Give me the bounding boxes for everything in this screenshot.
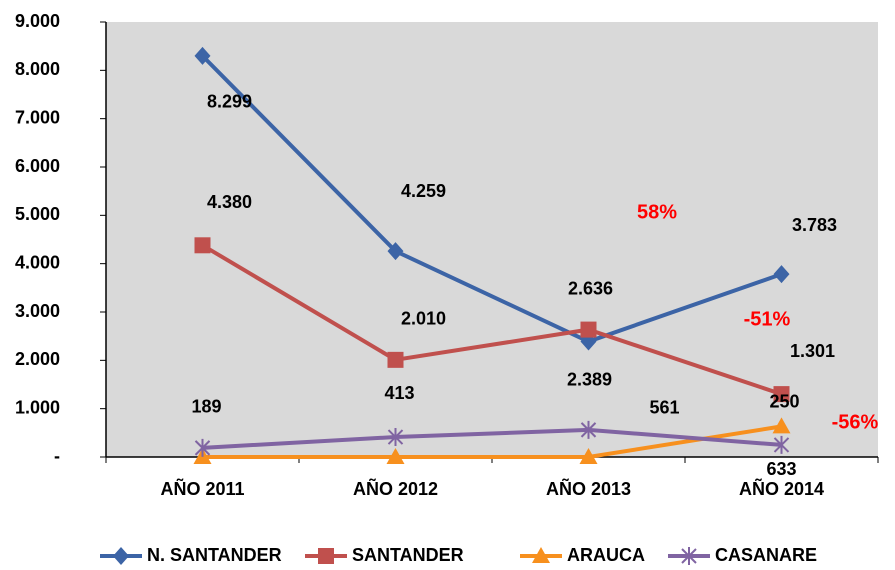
legend-marker [113, 547, 129, 565]
data-label: 4.380 [207, 192, 252, 212]
annotation: -56% [832, 411, 879, 433]
series-line [201, 243, 783, 397]
point [773, 435, 790, 454]
annotation: 58% [637, 201, 677, 223]
data-label: 1.301 [790, 341, 835, 361]
legend-marker [532, 547, 550, 563]
point [773, 265, 790, 284]
legend-label: N. SANTANDER [147, 545, 282, 565]
y-tick-label: 6.000 [15, 156, 60, 176]
y-tick-label: 3.000 [15, 301, 60, 321]
x-tick-label: AÑO 2014 [739, 478, 824, 499]
y-tick-label: 7.000 [15, 107, 60, 127]
data-label: 250 [769, 392, 799, 412]
annotation: -51% [744, 308, 791, 330]
data-label: 2.636 [568, 278, 613, 298]
x-tick-label: AÑO 2013 [546, 478, 631, 499]
legend-label: CASANARE [715, 545, 817, 565]
point [387, 242, 404, 261]
x-tick-label: AÑO 2011 [160, 478, 244, 499]
data-label: 561 [649, 398, 679, 418]
point [579, 448, 598, 464]
legend-marker [681, 547, 697, 565]
point [194, 237, 211, 254]
point [772, 417, 791, 434]
legend-marker [318, 548, 334, 564]
y-tick-label: 4.000 [15, 252, 60, 272]
point [387, 428, 404, 447]
data-label: 633 [766, 459, 796, 479]
plot-area [106, 22, 878, 457]
legend-label: SANTANDER [352, 545, 464, 565]
data-label: 3.783 [792, 215, 837, 235]
y-tick-label: 8.000 [15, 59, 60, 79]
y-tick-label: 9.000 [15, 11, 60, 31]
data-label: 8.299 [207, 92, 252, 112]
y-tick-label: - [54, 446, 60, 466]
point [773, 386, 790, 403]
y-tick-label: 5.000 [15, 204, 60, 224]
x-tick-label: AÑO 2012 [353, 478, 438, 499]
series-line [202, 424, 782, 459]
point [387, 351, 404, 368]
data-label: 2.389 [567, 369, 612, 389]
point [580, 420, 597, 439]
legend-label: ARAUCA [567, 545, 645, 565]
y-tick-label: 1.000 [15, 397, 60, 417]
point [580, 321, 597, 338]
data-label: 413 [384, 383, 414, 403]
data-label: 2.010 [401, 309, 446, 329]
series-line [201, 54, 783, 344]
data-label: 189 [191, 397, 221, 417]
series-line [202, 427, 782, 450]
point [194, 46, 211, 65]
point [386, 448, 405, 464]
point [194, 438, 211, 457]
y-tick-label: 2.000 [15, 349, 60, 369]
data-label: 4.259 [401, 181, 446, 201]
